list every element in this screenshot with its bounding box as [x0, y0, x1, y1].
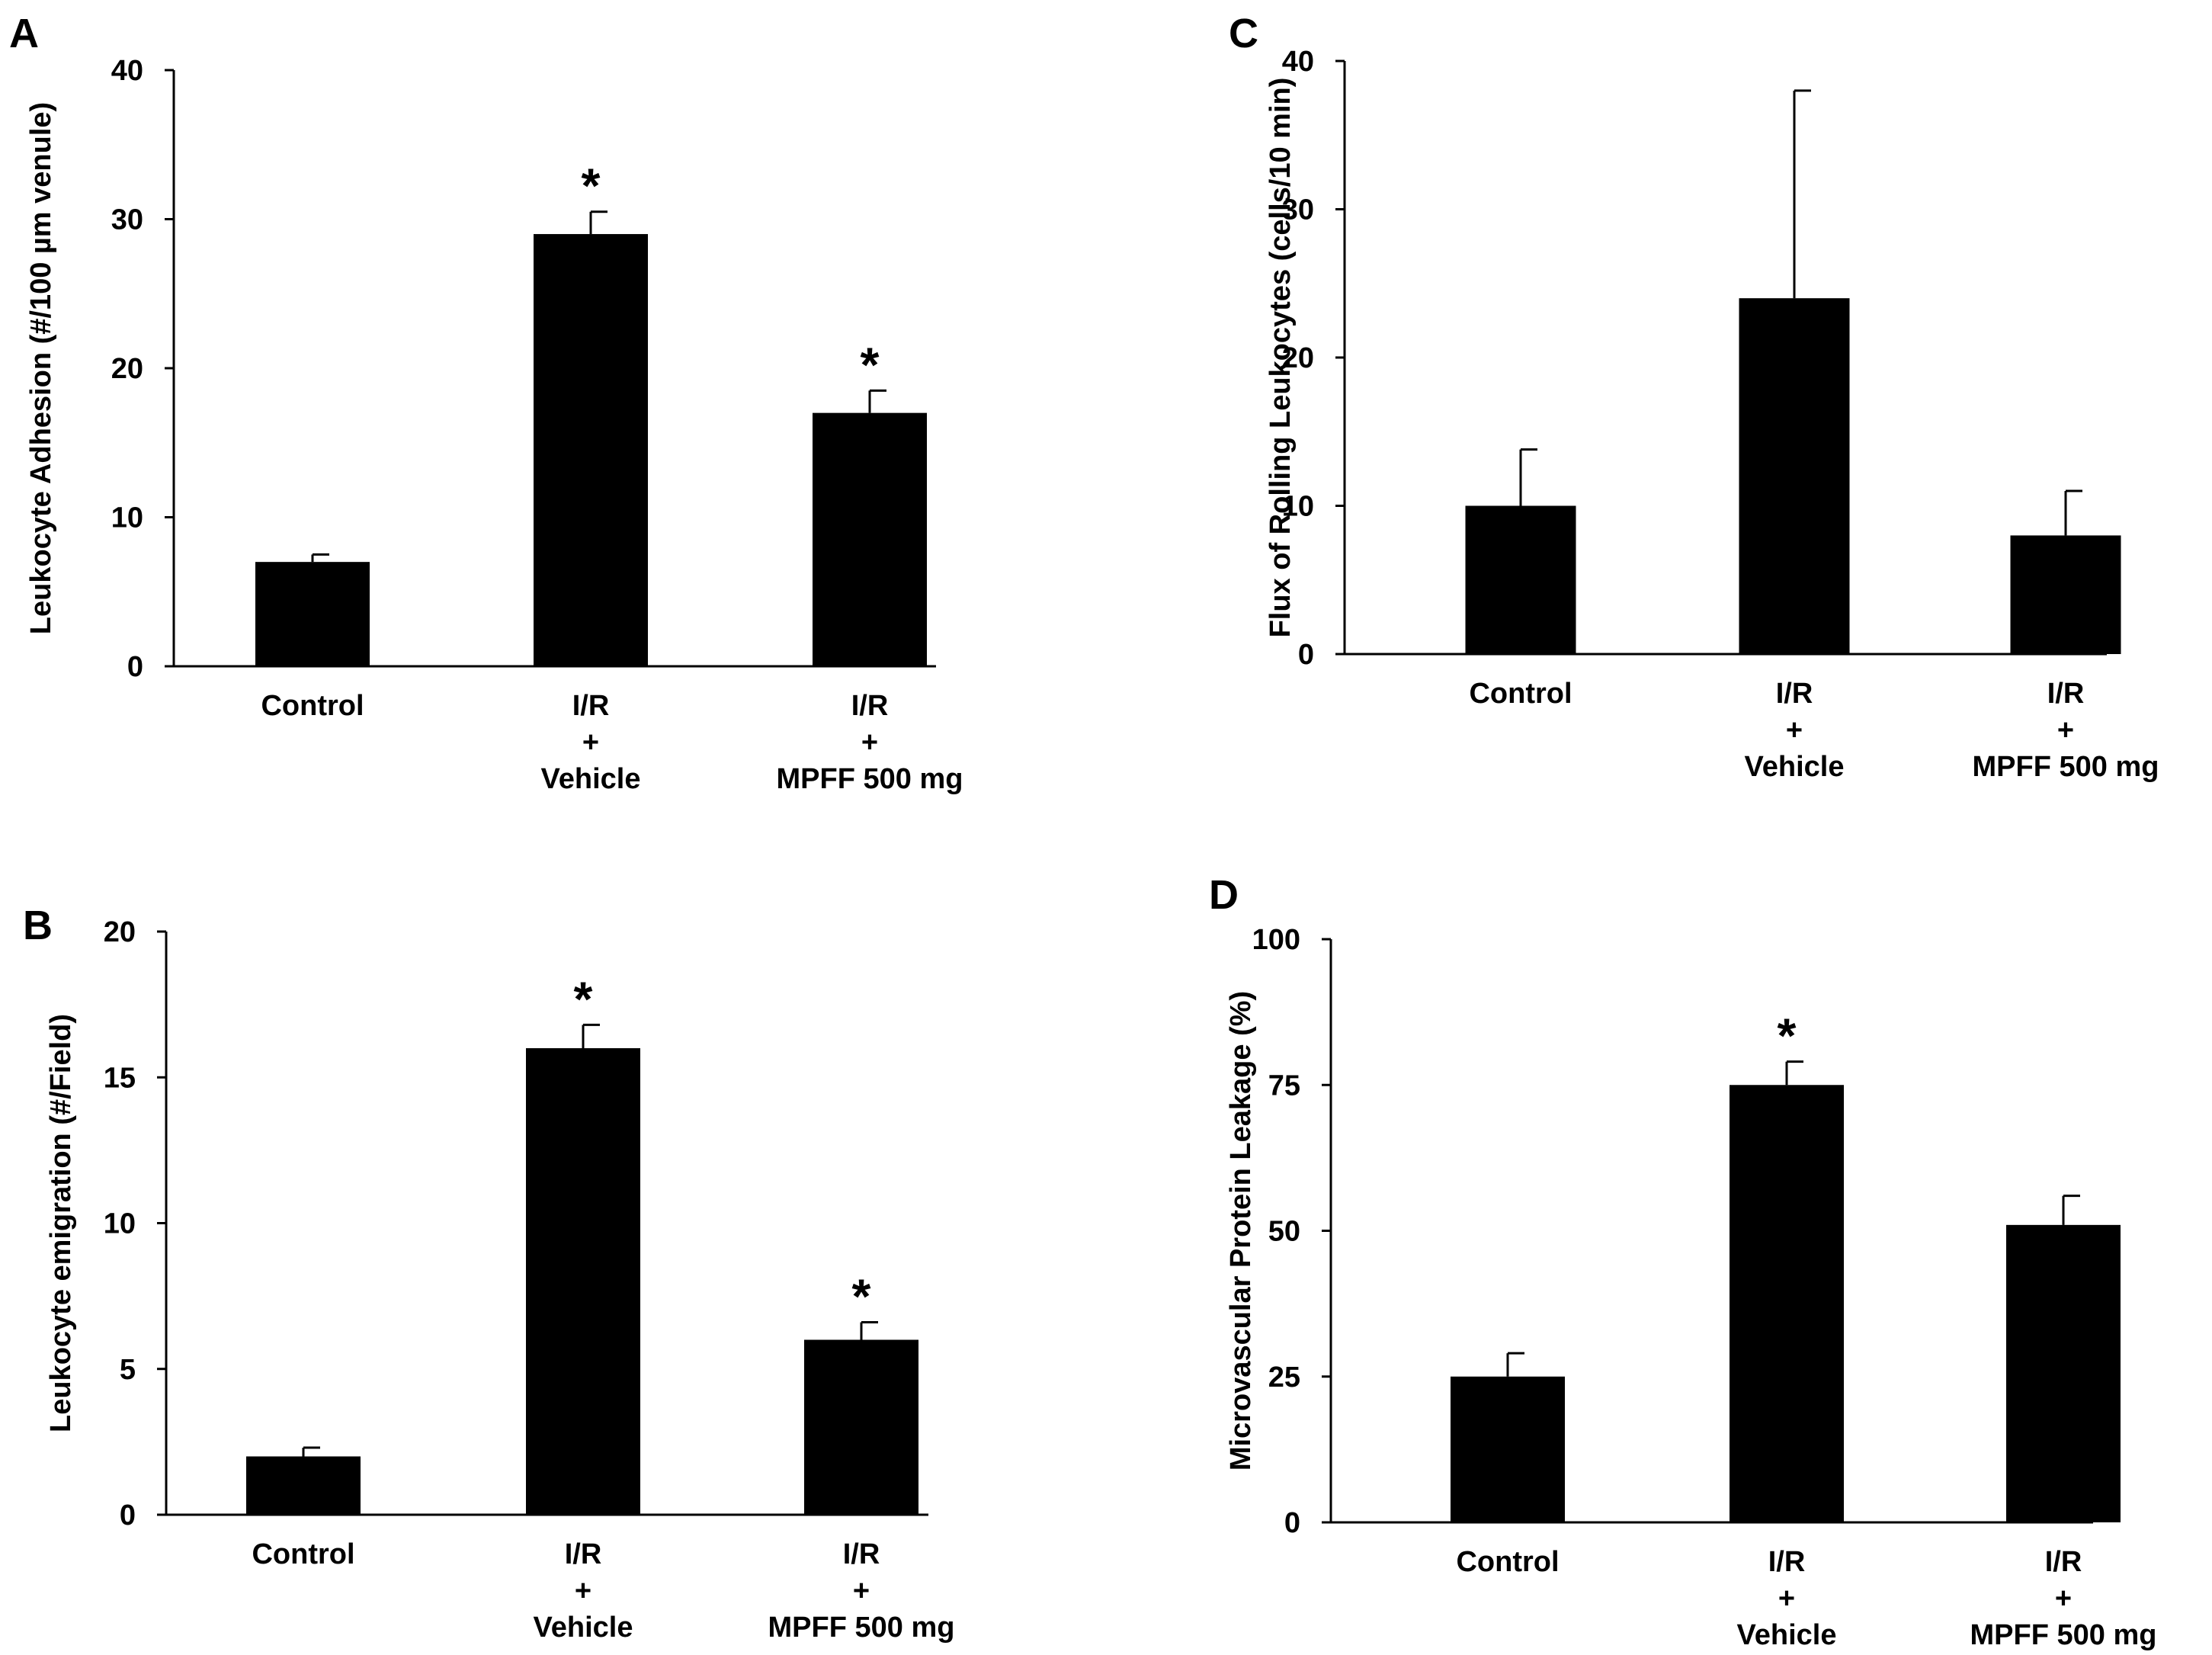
- panel-d-letter: D: [1209, 872, 1239, 918]
- bar: [534, 234, 648, 666]
- category-label: I/R: [851, 690, 889, 722]
- significance-mark: *: [1778, 1009, 1797, 1063]
- category-label: Vehicle: [1737, 1619, 1837, 1651]
- y-tick-label: 10: [111, 502, 143, 534]
- y-tick-label: 10: [1282, 491, 1314, 523]
- category-label: +: [2055, 1583, 2072, 1615]
- y-tick-label: 30: [1282, 194, 1314, 226]
- significance-mark: *: [861, 337, 880, 392]
- category-label: Control: [261, 690, 364, 722]
- y-tick-label: 40: [1282, 46, 1314, 78]
- bar: [246, 1456, 361, 1515]
- y-tick-label: 20: [1282, 342, 1314, 374]
- category-label: I/R: [565, 1538, 602, 1570]
- category-label: +: [2057, 714, 2074, 746]
- category-label: I/R: [2047, 678, 2085, 710]
- category-label: I/R: [572, 690, 610, 722]
- category-label: Control: [1469, 678, 1572, 710]
- panel-b: B 0 5 10 15 20 Leukocyte emigration (#/Field) C…: [23, 903, 954, 1644]
- bar: [1465, 505, 1576, 654]
- category-label: I/R: [2045, 1546, 2082, 1578]
- y-tick-label: 25: [1268, 1362, 1300, 1394]
- panel-d: D 0 25 50 75 100 Microvascular Protein Leakage…: [1209, 872, 2156, 1651]
- y-tick-label: 30: [111, 204, 143, 236]
- bar: [1739, 298, 1850, 654]
- y-tick-label: 0: [127, 651, 143, 683]
- category-label: I/R: [843, 1538, 880, 1570]
- y-tick-label: 10: [104, 1208, 136, 1240]
- category-label: MPFF 500 mg: [1970, 1619, 2157, 1651]
- y-axis-label: Leukocyte emigration (#/Field): [45, 1014, 77, 1432]
- y-tick-label: 0: [1284, 1507, 1300, 1539]
- y-axis-label: Leukocyte Adhesion (#/100 µm venule): [25, 102, 57, 634]
- category-label: +: [1786, 714, 1803, 746]
- category-label: I/R: [1768, 1546, 1806, 1578]
- category-label: Control: [252, 1538, 354, 1570]
- category-label: MPFF 500 mg: [1973, 751, 2159, 783]
- bar: [804, 1339, 918, 1515]
- significance-mark: *: [574, 971, 593, 1026]
- y-tick-label: 40: [111, 55, 143, 87]
- bar: [526, 1048, 640, 1515]
- bar: [255, 562, 370, 666]
- category-label: +: [1778, 1583, 1795, 1615]
- category-label: Vehicle: [1745, 751, 1845, 783]
- y-tick-label: 20: [111, 353, 143, 385]
- y-tick-label: 5: [120, 1354, 136, 1386]
- panel-a: A 0 10 20 30 40 Leukocyte Adhesion (#/100 µm v…: [9, 11, 963, 795]
- y-axis-label: Microvascular Protein Leakage (%): [1225, 991, 1257, 1471]
- bar: [1730, 1085, 1844, 1522]
- significance-mark: *: [582, 159, 601, 213]
- y-tick-label: 50: [1268, 1216, 1300, 1248]
- bar: [2010, 535, 2121, 654]
- category-label: MPFF 500 mg: [768, 1612, 955, 1644]
- category-label: I/R: [1776, 678, 1813, 710]
- category-label: +: [575, 1575, 591, 1607]
- category-label: Control: [1456, 1546, 1559, 1578]
- y-tick-label: 15: [104, 1062, 136, 1094]
- y-tick-label: 20: [104, 916, 136, 948]
- category-label: Vehicle: [541, 763, 641, 795]
- significance-mark: *: [852, 1269, 871, 1324]
- panel-b-letter: B: [23, 903, 53, 948]
- y-tick-label: 0: [1298, 639, 1314, 671]
- bar: [2006, 1224, 2121, 1522]
- category-label: +: [853, 1575, 870, 1607]
- y-tick-label: 100: [1252, 924, 1300, 956]
- category-label: Vehicle: [534, 1612, 633, 1644]
- bar: [813, 412, 927, 666]
- category-label: +: [861, 726, 878, 759]
- y-tick-label: 0: [120, 1499, 136, 1532]
- y-axis-label: Flux of Rolling Leukocytes (cells/10 min…: [1265, 78, 1297, 638]
- panel-a-letter: A: [9, 11, 39, 56]
- panel-c-letter: C: [1229, 11, 1258, 56]
- category-label: MPFF 500 mg: [777, 763, 963, 795]
- y-tick-label: 75: [1268, 1070, 1300, 1102]
- category-label: +: [582, 726, 599, 759]
- bar: [1451, 1376, 1565, 1522]
